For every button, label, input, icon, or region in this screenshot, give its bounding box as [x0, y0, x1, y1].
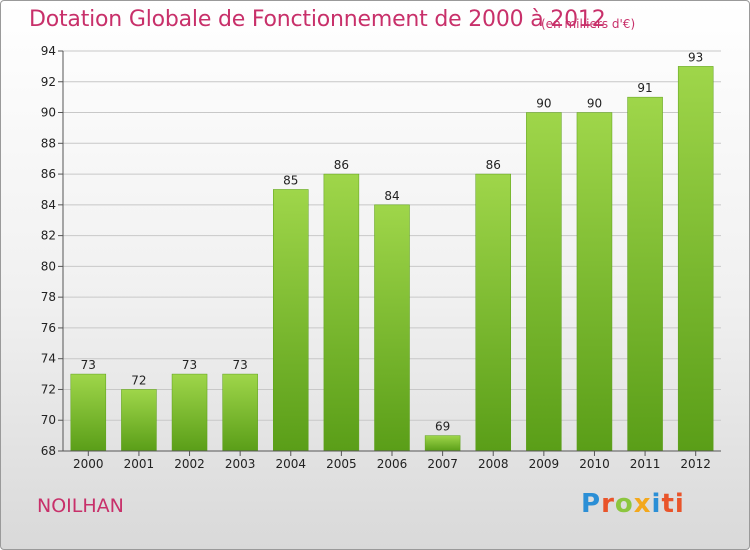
value-label-2009: 90: [536, 97, 551, 111]
x-tick-label-2005: 2005: [326, 457, 357, 471]
y-tick-label: 68: [41, 444, 56, 458]
chart-title: Dotation Globale de Fonctionnement de 20…: [29, 7, 606, 32]
x-tick-label-2004: 2004: [275, 457, 306, 471]
value-label-2012: 93: [688, 50, 703, 64]
y-tick-label: 88: [41, 136, 56, 150]
x-tick-label-2010: 2010: [579, 457, 610, 471]
x-tick-label-2003: 2003: [225, 457, 256, 471]
x-tick-label-2012: 2012: [680, 457, 711, 471]
x-tick-label-2007: 2007: [427, 457, 458, 471]
x-tick-label-2011: 2011: [630, 457, 661, 471]
y-tick-label: 76: [41, 321, 56, 335]
bar-2009: [526, 112, 562, 452]
y-tick-label: 84: [41, 198, 56, 212]
value-label-2004: 85: [283, 173, 298, 187]
chart-subtitle: (en milliers d'€): [541, 17, 636, 31]
bar-2012: [677, 66, 714, 452]
bar-2006: [374, 204, 410, 452]
value-label-2002: 73: [182, 358, 197, 372]
y-tick-label: 80: [41, 259, 56, 273]
x-tick-label-2002: 2002: [174, 457, 205, 471]
value-label-2010: 90: [587, 97, 602, 111]
value-label-2007: 69: [435, 420, 450, 434]
commune-name: NOILHAN: [37, 495, 124, 517]
bar-2004: [273, 189, 309, 452]
bar-2000: [70, 373, 107, 452]
bar-2001: [121, 389, 157, 452]
x-tick-label-2006: 2006: [377, 457, 408, 471]
y-tick-label: 78: [41, 290, 56, 304]
value-label-2006: 84: [384, 189, 399, 203]
y-tick-label: 74: [41, 352, 56, 366]
x-tick-label-2000: 2000: [73, 457, 104, 471]
y-tick-label: 86: [41, 167, 56, 181]
y-tick-label: 82: [41, 229, 56, 243]
y-tick-label: 72: [41, 382, 56, 396]
x-tick-label-2001: 2001: [124, 457, 155, 471]
value-label-2005: 86: [334, 158, 349, 172]
y-tick-label: 92: [41, 75, 56, 89]
value-label-2000: 73: [81, 358, 96, 372]
y-tick-label: 90: [41, 106, 56, 120]
bar-2003: [222, 373, 258, 452]
value-label-2011: 91: [637, 81, 652, 95]
value-label-2003: 73: [233, 358, 248, 372]
bar-2008: [475, 173, 511, 452]
proxiti-logo: Proxiti: [581, 489, 685, 519]
y-tick-label: 70: [41, 413, 56, 427]
bar-2007: [424, 435, 461, 452]
bar-2010: [576, 112, 613, 452]
bar-2005: [323, 173, 360, 452]
bar-2011: [627, 96, 663, 452]
x-tick-label-2008: 2008: [478, 457, 509, 471]
value-label-2008: 86: [486, 158, 501, 172]
value-label-2001: 72: [131, 373, 146, 387]
bar-2002: [171, 373, 208, 452]
x-tick-label-2009: 2009: [529, 457, 560, 471]
y-tick-label: 94: [41, 44, 56, 58]
